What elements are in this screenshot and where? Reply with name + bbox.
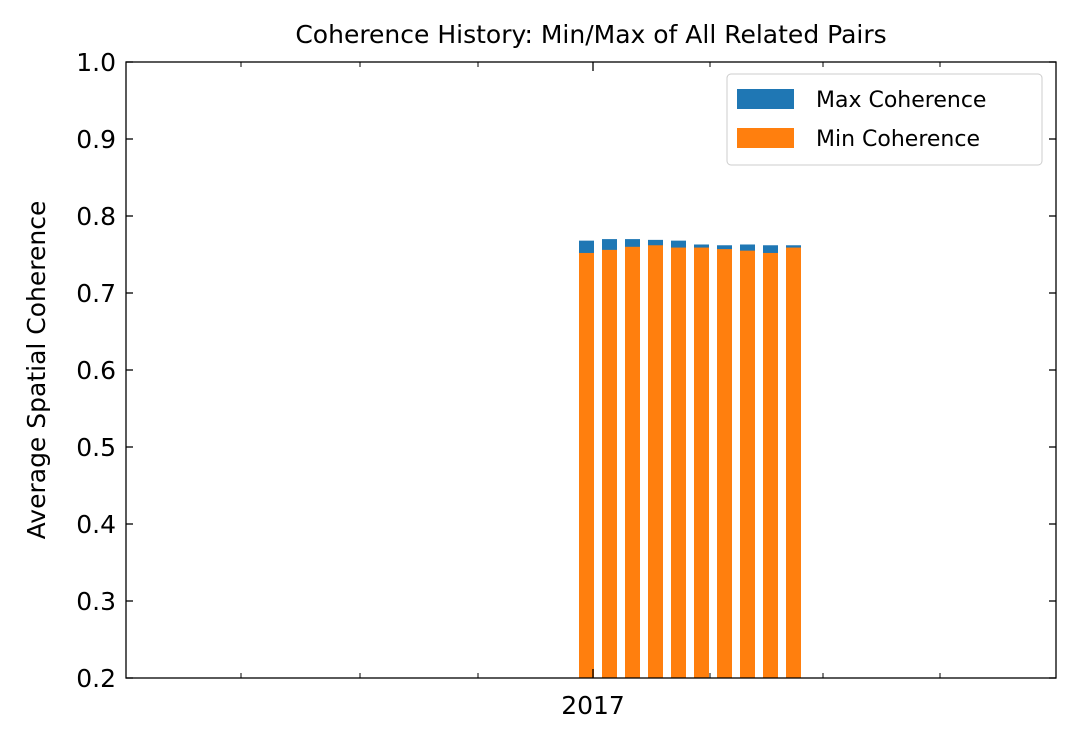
legend-swatch-min (737, 128, 794, 148)
bar-min-coherence (625, 246, 640, 679)
y-tick-label: 0.7 (76, 279, 116, 308)
y-tick-label: 0.4 (76, 510, 116, 539)
y-tick-label: 0.9 (76, 125, 116, 154)
legend: Max Coherence Min Coherence (726, 73, 1043, 166)
bar-min-coherence (648, 245, 663, 678)
y-tick-label: 0.3 (76, 587, 116, 616)
bar-min-coherence (740, 250, 755, 678)
y-tick-label: 0.8 (76, 202, 116, 231)
y-axis-label: Average Spatial Coherence (22, 201, 51, 540)
bar-min-coherence (763, 252, 778, 678)
bar-min-coherence (602, 249, 617, 678)
bar-min-coherence (717, 249, 732, 679)
legend-label-max: Max Coherence (816, 88, 986, 113)
bars-group (579, 239, 801, 679)
plot-area: 0.2 0.3 0.4 0.5 0.6 0.7 0.8 0.9 1.0 2017 (76, 48, 1057, 720)
y-tick-label: 1.0 (76, 48, 116, 77)
y-tick-label: 0.6 (76, 356, 116, 385)
bar-min-coherence (694, 247, 709, 678)
legend-frame (726, 73, 1043, 166)
legend-label-min: Min Coherence (816, 127, 980, 152)
legend-swatch-max (737, 89, 794, 109)
y-tick-label: 0.2 (76, 664, 116, 693)
bar-min-coherence (579, 252, 594, 678)
y-tick-label: 0.5 (76, 433, 116, 462)
bar-min-coherence (671, 247, 686, 678)
chart-title: Coherence History: Min/Max of All Relate… (295, 20, 886, 49)
x-tick-label: 2017 (561, 691, 625, 720)
bar-min-coherence (786, 247, 801, 678)
x-axis-ticks: 2017 (240, 62, 941, 720)
y-axis-ticks: 0.2 0.3 0.4 0.5 0.6 0.7 0.8 0.9 1.0 (76, 48, 1056, 693)
